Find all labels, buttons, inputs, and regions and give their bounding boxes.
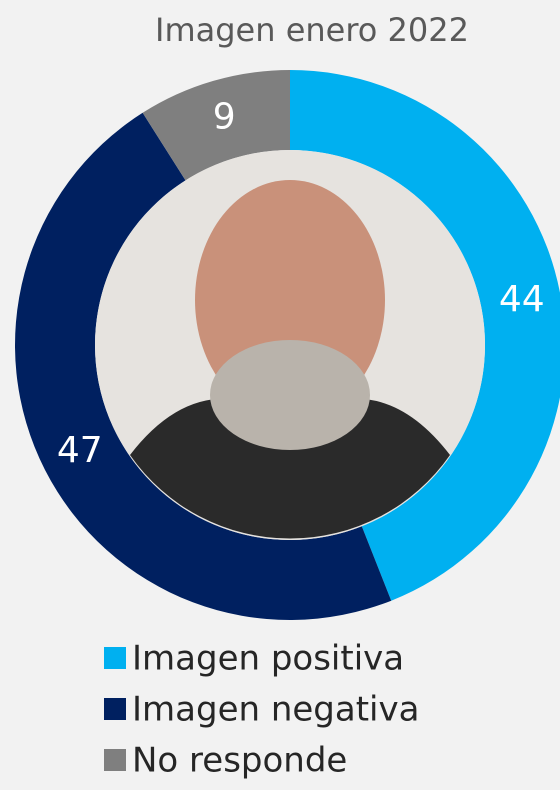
- data-label: 44: [499, 279, 545, 320]
- donut-slice: [142, 70, 290, 181]
- donut-slice: [15, 112, 392, 621]
- photo-placeholder: [95, 150, 485, 540]
- chart-title: Imagen enero 2022: [155, 11, 469, 49]
- legend-label: Imagen negativa: [132, 690, 419, 730]
- donut-slice: [290, 70, 560, 601]
- legend-label: Imagen positiva: [132, 639, 404, 679]
- legend-swatch: [104, 749, 126, 771]
- legend-swatch: [104, 698, 126, 720]
- data-label: 9: [213, 96, 236, 137]
- legend-label: No responde: [132, 741, 347, 781]
- legend-swatch: [104, 647, 126, 669]
- data-label: 47: [57, 430, 103, 471]
